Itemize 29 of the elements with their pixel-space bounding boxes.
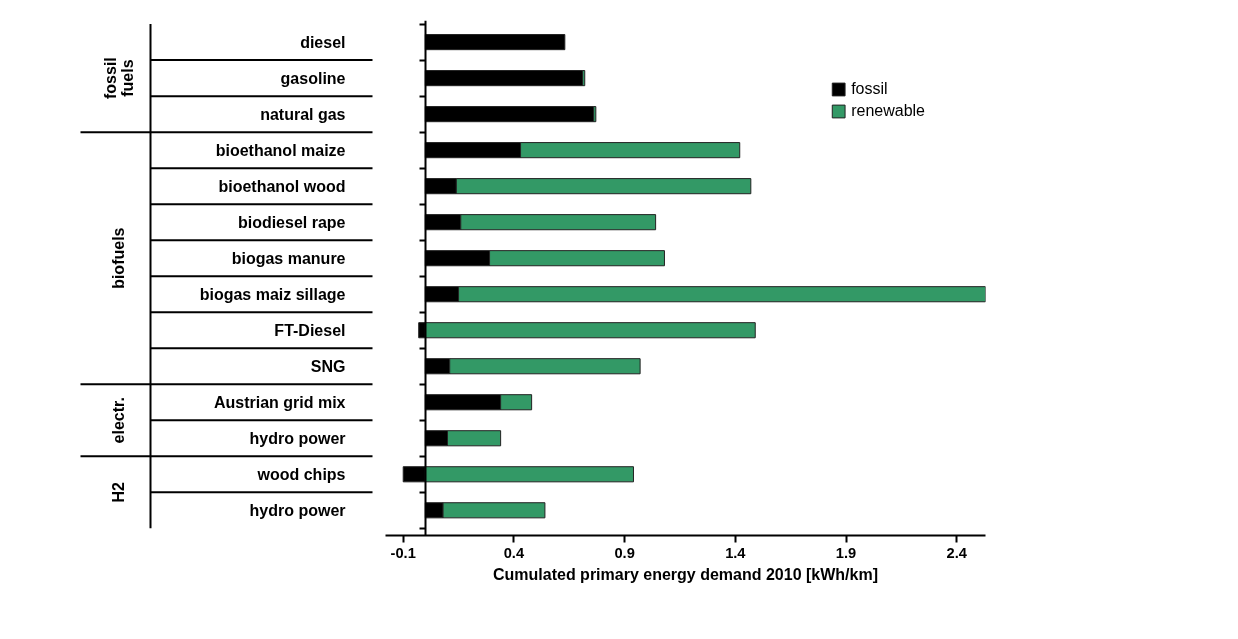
x-tick-label: 1.4: [725, 544, 747, 561]
text: electr.: [110, 397, 127, 444]
y-tick-label: FT-Diesel: [274, 321, 346, 339]
x-axis-title: Cumulated primary energy demand 2010 [kWh/km]: [493, 565, 878, 583]
y-tick-label: diesel: [300, 33, 346, 51]
y-tick-label: biogas maiz sillage: [199, 285, 346, 303]
y-tick-label: bioethanol wood: [218, 177, 346, 195]
y-tick-label: natural gas: [260, 105, 346, 123]
y-tick-label: biogas manure: [231, 249, 346, 267]
y-tick-label: biodiesel rape: [237, 213, 346, 231]
x-tick-label: -0.1: [390, 544, 416, 561]
x-tick-label: 0.4: [503, 544, 525, 561]
y-tick-label: bioethanol maize: [215, 141, 346, 159]
y-tick-label: wood chips: [256, 465, 346, 483]
y-tick-label: SNG: [310, 357, 346, 375]
x-tick-label: 2.4: [946, 544, 968, 561]
x-tick-label: 0.9: [614, 544, 635, 561]
text: H2: [110, 481, 127, 503]
y-tick-label: gasoline: [280, 69, 346, 87]
y-tick-label: hydro power: [249, 501, 346, 519]
y-tick-label: Austrian grid mix: [213, 393, 346, 411]
legend-label: renewable: [851, 102, 925, 120]
text: fossil fuels: [101, 57, 136, 100]
text: biofuels: [110, 227, 127, 289]
y-tick-label: hydro power: [249, 429, 346, 447]
legend-label: fossil: [851, 80, 888, 98]
bar: [424, 322, 756, 339]
bar: [424, 466, 634, 483]
x-tick-label: 1.9: [835, 544, 857, 561]
